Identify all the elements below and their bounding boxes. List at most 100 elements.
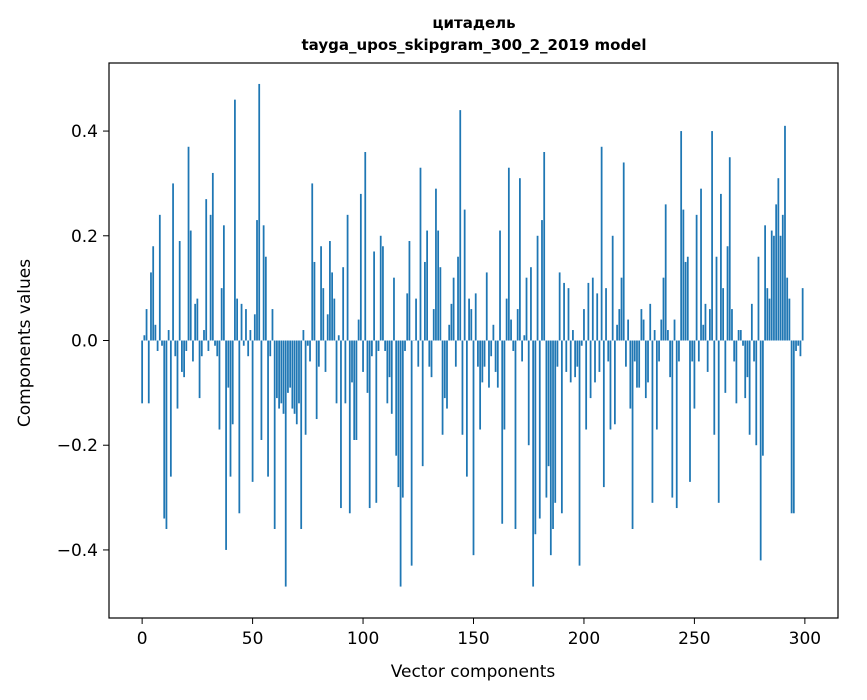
bar-242 (676, 341, 678, 509)
bar-241 (674, 320, 676, 341)
bar-189 (559, 272, 561, 340)
bar-219 (625, 341, 627, 367)
bar-48 (247, 341, 249, 357)
bar-292 (786, 278, 788, 341)
bar-63 (280, 341, 282, 404)
bar-156 (486, 272, 488, 340)
bar-30 (208, 341, 210, 351)
bar-88 (336, 341, 338, 404)
bar-114 (393, 278, 395, 341)
bar-8 (159, 215, 161, 341)
bar-76 (309, 341, 311, 362)
bar-255 (705, 304, 707, 341)
bar-159 (493, 325, 495, 341)
bar-68 (291, 341, 293, 409)
bar-163 (501, 341, 503, 524)
bar-67 (289, 341, 291, 388)
bar-180 (539, 341, 541, 519)
bar-120 (406, 293, 408, 340)
bar-217 (621, 278, 623, 341)
bar-134 (437, 231, 439, 341)
bar-258 (711, 131, 713, 340)
bar-212 (610, 341, 612, 430)
bar-237 (665, 204, 667, 340)
bar-144 (459, 110, 461, 340)
bar-154 (481, 341, 483, 383)
bar-277 (753, 341, 755, 362)
bar-74 (305, 341, 307, 435)
bar-18 (181, 341, 183, 372)
bar-49 (250, 330, 252, 340)
bar-150 (473, 341, 475, 556)
bar-35 (219, 341, 221, 430)
bar-108 (380, 236, 382, 341)
bar-254 (702, 325, 704, 341)
bar-268 (733, 341, 735, 362)
bar-52 (256, 220, 258, 340)
bar-84 (327, 314, 329, 340)
bar-86 (331, 272, 333, 340)
bar-286 (773, 236, 775, 341)
bar-33 (214, 341, 216, 346)
bar-29 (205, 199, 207, 340)
bar-262 (720, 194, 722, 341)
bar-166 (508, 168, 510, 341)
bar-244 (680, 131, 682, 340)
bar-161 (497, 341, 499, 388)
bar-139 (448, 325, 450, 341)
bar-28 (203, 330, 205, 340)
bar-27 (201, 341, 203, 357)
bar-235 (660, 320, 662, 341)
bar-115 (395, 341, 397, 456)
bar-271 (740, 330, 742, 340)
bar-199 (581, 341, 583, 346)
bar-187 (554, 341, 556, 503)
bar-288 (777, 178, 779, 340)
bar-188 (557, 341, 559, 367)
bar-77 (311, 183, 313, 340)
bar-221 (629, 341, 631, 409)
bar-5 (152, 246, 154, 340)
bar-275 (749, 341, 751, 435)
bar-193 (568, 288, 570, 340)
bar-186 (552, 341, 554, 529)
bar-91 (342, 267, 344, 340)
bar-73 (303, 330, 305, 340)
bar-210 (605, 288, 607, 340)
bar-111 (386, 341, 388, 404)
bar-283 (766, 288, 768, 340)
bar-245 (682, 210, 684, 341)
bar-202 (587, 283, 589, 341)
bar-160 (495, 341, 497, 372)
bar-211 (607, 341, 609, 362)
bar-36 (221, 288, 223, 340)
bar-168 (512, 341, 514, 351)
bar-206 (596, 293, 598, 340)
bar-215 (616, 325, 618, 341)
bar-201 (585, 341, 587, 430)
bar-240 (671, 341, 673, 498)
bar-222 (632, 341, 634, 529)
bar-47 (245, 309, 247, 340)
bar-10 (163, 341, 165, 519)
bar-171 (519, 178, 521, 340)
bar-13 (170, 341, 172, 477)
bar-99 (360, 194, 362, 341)
bar-82 (322, 288, 324, 340)
bar-174 (526, 278, 528, 341)
bar-227 (643, 320, 645, 341)
bar-203 (590, 341, 592, 399)
bar-263 (722, 288, 724, 340)
bar-119 (404, 341, 406, 351)
bar-232 (654, 330, 656, 340)
bar-176 (530, 267, 532, 340)
bar-125 (417, 341, 419, 367)
bar-273 (744, 341, 746, 399)
bar-179 (537, 236, 539, 341)
bar-9 (161, 341, 163, 346)
chart-title-line2: tayga_upos_skipgram_300_2_2019 model (302, 36, 647, 54)
bar-57 (267, 341, 269, 477)
bar-298 (800, 341, 802, 357)
bar-196 (574, 341, 576, 378)
bar-220 (627, 320, 629, 341)
